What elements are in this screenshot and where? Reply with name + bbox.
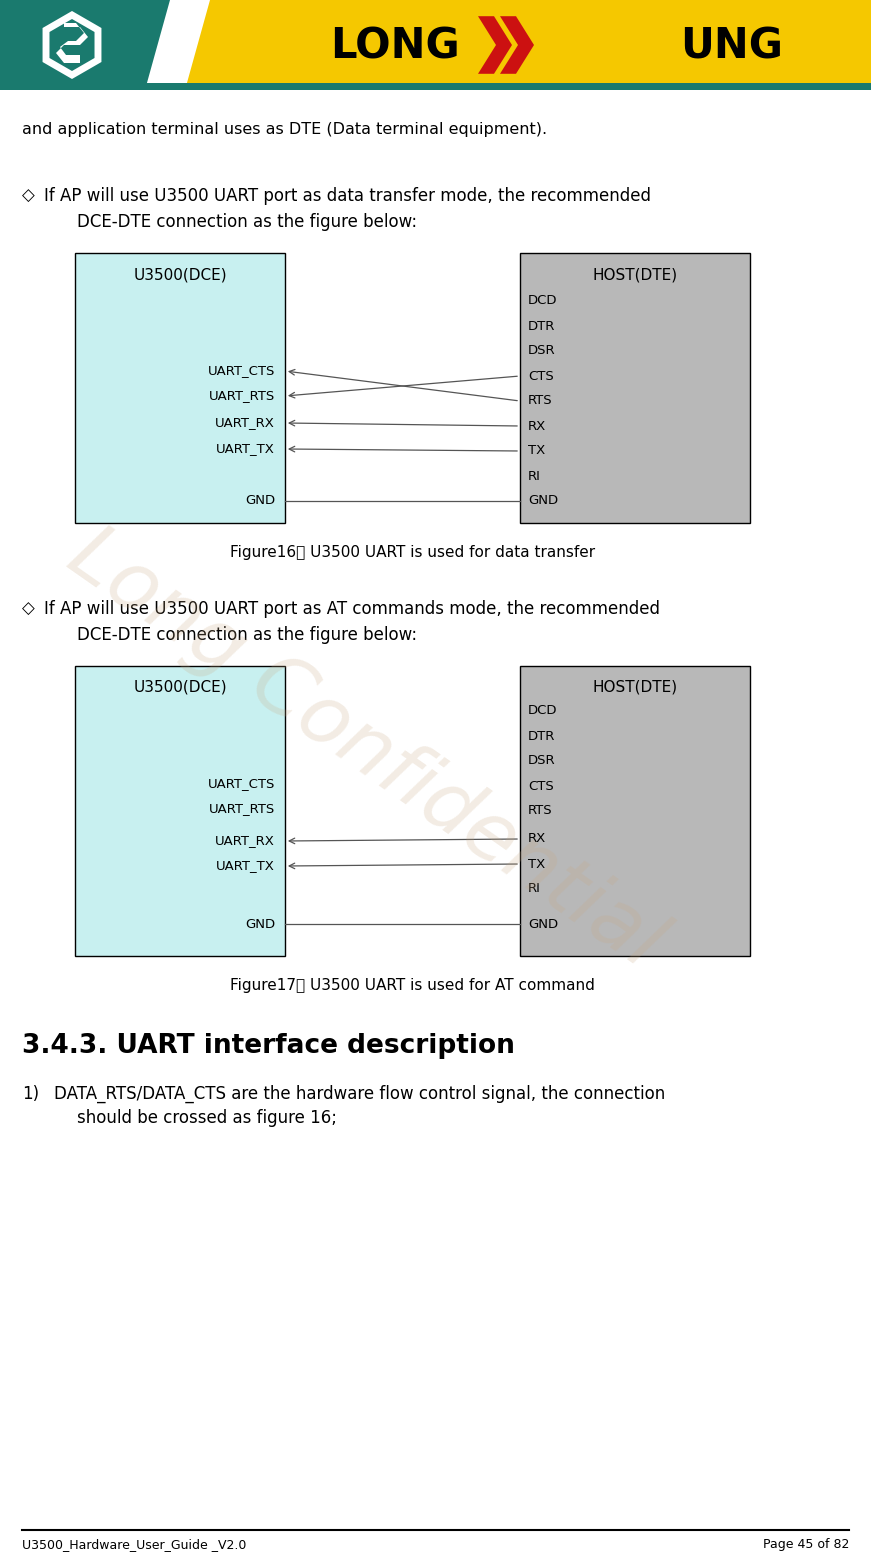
Text: U3500_Hardware_User_Guide _V2.0: U3500_Hardware_User_Guide _V2.0: [22, 1539, 246, 1551]
Text: If AP will use U3500 UART port as data transfer mode, the recommended: If AP will use U3500 UART port as data t…: [44, 187, 651, 205]
Text: Long Confidential: Long Confidential: [54, 515, 678, 984]
Text: RX: RX: [528, 420, 546, 433]
Text: CTS: CTS: [528, 370, 554, 383]
Text: GND: GND: [245, 495, 275, 508]
Polygon shape: [478, 16, 512, 73]
Text: RX: RX: [528, 833, 546, 845]
Bar: [75, 665, 285, 956]
Text: LONG: LONG: [330, 27, 460, 67]
Text: DSR: DSR: [528, 345, 556, 358]
Text: and application terminal uses as DTE (Data terminal equipment).: and application terminal uses as DTE (Da…: [22, 122, 547, 137]
Text: CTS: CTS: [528, 779, 554, 792]
Text: should be crossed as figure 16;: should be crossed as figure 16;: [77, 1109, 337, 1128]
Text: DCD: DCD: [528, 295, 557, 308]
Text: DCD: DCD: [528, 704, 557, 717]
Text: 1): 1): [22, 1086, 39, 1103]
Text: UNG: UNG: [680, 27, 783, 67]
Bar: [75, 253, 285, 523]
Text: RTS: RTS: [528, 804, 552, 817]
Text: TX: TX: [528, 445, 545, 458]
Text: DCE-DTE connection as the figure below:: DCE-DTE connection as the figure below:: [77, 626, 417, 644]
Text: DTR: DTR: [528, 320, 556, 333]
Text: GND: GND: [528, 495, 558, 508]
Text: Figure17： U3500 UART is used for AT command: Figure17： U3500 UART is used for AT comm…: [230, 978, 595, 993]
Polygon shape: [56, 23, 88, 62]
Bar: [520, 253, 750, 523]
Text: RI: RI: [528, 883, 541, 895]
Polygon shape: [43, 11, 101, 80]
Text: Figure16： U3500 UART is used for data transfer: Figure16： U3500 UART is used for data tr…: [230, 545, 595, 561]
Text: UART_RTS: UART_RTS: [209, 389, 275, 403]
Bar: [520, 665, 750, 956]
Text: RI: RI: [528, 470, 541, 483]
Polygon shape: [500, 16, 534, 73]
Text: TX: TX: [528, 858, 545, 870]
Text: U3500(DCE): U3500(DCE): [133, 267, 226, 283]
Text: UART_RX: UART_RX: [215, 417, 275, 430]
Text: DSR: DSR: [528, 754, 556, 767]
Bar: [0, 0, 180, 91]
Polygon shape: [50, 19, 95, 70]
Text: UART_CTS: UART_CTS: [207, 364, 275, 378]
Bar: [0, 83, 871, 91]
Text: UART_CTS: UART_CTS: [207, 778, 275, 790]
Text: HOST(DTE): HOST(DTE): [592, 679, 678, 695]
Text: HOST(DTE): HOST(DTE): [592, 267, 678, 283]
Text: UART_TX: UART_TX: [216, 859, 275, 873]
Text: ◇: ◇: [22, 187, 35, 205]
Text: RTS: RTS: [528, 395, 552, 408]
Text: Page 45 of 82: Page 45 of 82: [763, 1539, 849, 1551]
Text: UART_RTS: UART_RTS: [209, 803, 275, 815]
Text: DCE-DTE connection as the figure below:: DCE-DTE connection as the figure below:: [77, 212, 417, 231]
Text: UART_TX: UART_TX: [216, 442, 275, 456]
Text: 3.4.3. UART interface description: 3.4.3. UART interface description: [22, 1032, 515, 1059]
Text: ◇: ◇: [22, 600, 35, 619]
Text: DATA_RTS/DATA_CTS are the hardware flow control signal, the connection: DATA_RTS/DATA_CTS are the hardware flow …: [54, 1086, 665, 1103]
Text: U3500(DCE): U3500(DCE): [133, 679, 226, 695]
Text: GND: GND: [528, 917, 558, 931]
Bar: [0, 0, 871, 91]
Text: GND: GND: [245, 917, 275, 931]
Text: If AP will use U3500 UART port as AT commands mode, the recommended: If AP will use U3500 UART port as AT com…: [44, 600, 660, 619]
Text: UART_RX: UART_RX: [215, 834, 275, 848]
Text: DTR: DTR: [528, 729, 556, 742]
Polygon shape: [145, 0, 210, 91]
